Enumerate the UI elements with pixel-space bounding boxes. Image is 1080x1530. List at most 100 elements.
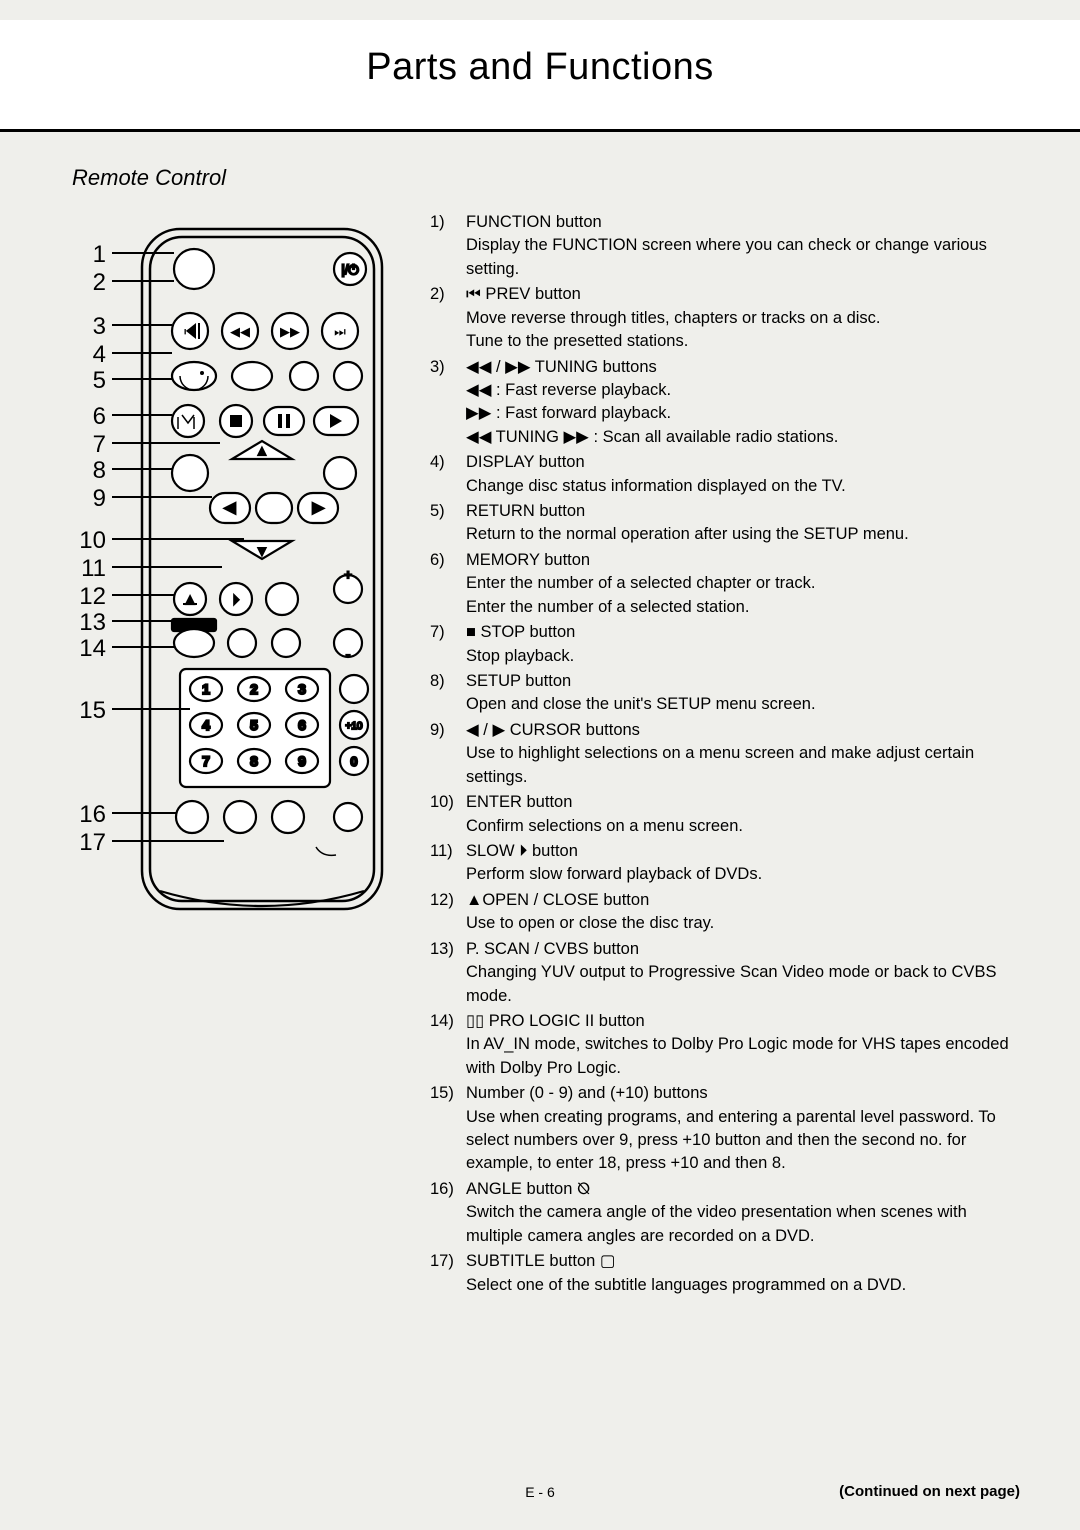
item-body: ⏮ PREV buttonMove reverse through titles… [466, 283, 1020, 353]
item-number: 10) [430, 791, 466, 838]
item-desc: Change disc status information displayed… [466, 475, 1020, 498]
item-desc: Move reverse through titles, chapters or… [466, 307, 1020, 330]
item-body: FUNCTION buttonDisplay the FUNCTION scre… [466, 211, 1020, 281]
item-title: RETURN button [466, 500, 1020, 523]
item-number: 3) [430, 356, 466, 450]
item-2: 2)⏮ PREV buttonMove reverse through titl… [430, 283, 1020, 353]
item-9: 9)◀ / ▶ CURSOR buttonsUse to highlight s… [430, 719, 1020, 789]
item-14: 14)▯▯ PRO LOGIC II buttonIn AV_IN mode, … [430, 1010, 1020, 1080]
item-body: RETURN buttonReturn to the normal operat… [466, 500, 1020, 547]
title-band: Parts and Functions [0, 20, 1080, 132]
remote-diagram-column: 1234567891011121314151617 |/⏻ [72, 211, 402, 1299]
item-desc: Changing YUV output to Progressive Scan … [466, 961, 1020, 1008]
leader-number-17: 17 [76, 829, 106, 857]
item-desc: Open and close the unit's SETUP menu scr… [466, 693, 1020, 716]
page-title: Parts and Functions [0, 20, 1080, 89]
item-desc: Use to open or close the disc tray. [466, 912, 1020, 935]
item-title: Number (0 - 9) and (+10) buttons [466, 1082, 1020, 1105]
item-body: ◀ / ▶ CURSOR buttonsUse to highlight sel… [466, 719, 1020, 789]
item-desc: ◀◀ : Fast reverse playback. [466, 379, 1020, 402]
continued-label: (Continued on next page) [839, 1483, 1020, 1500]
item-desc: Confirm selections on a menu screen. [466, 815, 1020, 838]
leader-number-5: 5 [76, 367, 106, 395]
item-body: ■ STOP buttonStop playback. [466, 621, 1020, 668]
svg-text:⏮: ⏮ [184, 324, 196, 339]
svg-text:◀◀: ◀◀ [230, 324, 250, 339]
item-4: 4)DISPLAY buttonChange disc status infor… [430, 451, 1020, 498]
item-desc: Display the FUNCTION screen where you ca… [466, 234, 1020, 281]
svg-text:3: 3 [298, 681, 306, 697]
item-body: MEMORY buttonEnter the number of a selec… [466, 549, 1020, 619]
svg-text:▶: ▶ [313, 499, 324, 515]
item-6: 6)MEMORY buttonEnter the number of a sel… [430, 549, 1020, 619]
item-title: ▲OPEN / CLOSE button [466, 889, 1020, 912]
item-5: 5)RETURN buttonReturn to the normal oper… [430, 500, 1020, 547]
leader-number-8: 8 [76, 457, 106, 485]
svg-text:⏭: ⏭ [334, 324, 346, 339]
item-title: SLOW ⏵ button [466, 840, 1020, 863]
item-number: 17) [430, 1250, 466, 1297]
leader-number-3: 3 [76, 313, 106, 341]
title-rule [0, 129, 1080, 132]
item-title: MEMORY button [466, 549, 1020, 572]
item-desc: Select one of the subtitle languages pro… [466, 1274, 1020, 1297]
item-desc: ◀◀ TUNING ▶▶ : Scan all available radio … [466, 426, 1020, 449]
item-number: 4) [430, 451, 466, 498]
item-body: ANGLE button ⦰Switch the camera angle of… [466, 1178, 1020, 1248]
item-number: 16) [430, 1178, 466, 1248]
item-desc: Use to highlight selections on a menu sc… [466, 742, 1020, 789]
item-number: 15) [430, 1082, 466, 1176]
remote-diagram: 1234567891011121314151617 |/⏻ [72, 211, 402, 961]
item-body: ◀◀ / ▶▶ TUNING buttons◀◀ : Fast reverse … [466, 356, 1020, 450]
leader-number-1: 1 [76, 241, 106, 269]
item-body: ▯▯ PRO LOGIC II buttonIn AV_IN mode, swi… [466, 1010, 1020, 1080]
item-number: 1) [430, 211, 466, 281]
svg-text:5: 5 [250, 717, 258, 733]
item-number: 6) [430, 549, 466, 619]
item-number: 12) [430, 889, 466, 936]
svg-text:0: 0 [350, 754, 357, 769]
item-title: FUNCTION button [466, 211, 1020, 234]
svg-text:|/⏻: |/⏻ [341, 262, 358, 277]
svg-text:⏵: ⏵ [233, 593, 239, 607]
item-title: ◀ / ▶ CURSOR buttons [466, 719, 1020, 742]
leader-number-6: 6 [76, 403, 106, 431]
item-title: ⏮ PREV button [466, 283, 1020, 306]
svg-text:1: 1 [202, 681, 210, 697]
item-16: 16)ANGLE button ⦰Switch the camera angle… [430, 1178, 1020, 1248]
item-1: 1)FUNCTION buttonDisplay the FUNCTION sc… [430, 211, 1020, 281]
page-number: E - 6 [525, 1484, 555, 1500]
item-desc: Perform slow forward playback of DVDs. [466, 863, 1020, 886]
leader-number-15: 15 [76, 697, 106, 725]
item-title: P. SCAN / CVBS button [466, 938, 1020, 961]
svg-text:+10: +10 [346, 721, 363, 732]
item-number: 13) [430, 938, 466, 1008]
item-body: Number (0 - 9) and (+10) buttonsUse when… [466, 1082, 1020, 1176]
item-title: DISPLAY button [466, 451, 1020, 474]
item-number: 14) [430, 1010, 466, 1080]
item-title: ◀◀ / ▶▶ TUNING buttons [466, 356, 1020, 379]
item-body: ENTER buttonConfirm selections on a menu… [466, 791, 1020, 838]
item-body: SLOW ⏵ buttonPerform slow forward playba… [466, 840, 1020, 887]
remote-svg: |/⏻ ⏮ ◀◀ [72, 211, 402, 961]
item-desc: Enter the number of a selected chapter o… [466, 572, 1020, 595]
item-body: SETUP buttonOpen and close the unit's SE… [466, 670, 1020, 717]
item-15: 15)Number (0 - 9) and (+10) buttonsUse w… [430, 1082, 1020, 1176]
svg-text:9: 9 [298, 753, 306, 769]
leader-number-4: 4 [76, 341, 106, 369]
leader-number-11: 11 [76, 555, 106, 583]
item-title: ▯▯ PRO LOGIC II button [466, 1010, 1020, 1033]
item-number: 7) [430, 621, 466, 668]
leader-number-2: 2 [76, 269, 106, 297]
content-area: Remote Control 1234567891011121314151617 [72, 165, 1020, 1480]
svg-text:▼: ▼ [256, 544, 268, 558]
leader-number-7: 7 [76, 431, 106, 459]
svg-text:▶▶: ▶▶ [280, 324, 300, 339]
item-body: SUBTITLE button ▢Select one of the subti… [466, 1250, 1020, 1297]
item-10: 10)ENTER buttonConfirm selections on a m… [430, 791, 1020, 838]
item-title: ENTER button [466, 791, 1020, 814]
svg-text:8: 8 [250, 753, 258, 769]
item-desc: Tune to the presetted stations. [466, 330, 1020, 353]
item-number: 5) [430, 500, 466, 547]
item-number: 2) [430, 283, 466, 353]
